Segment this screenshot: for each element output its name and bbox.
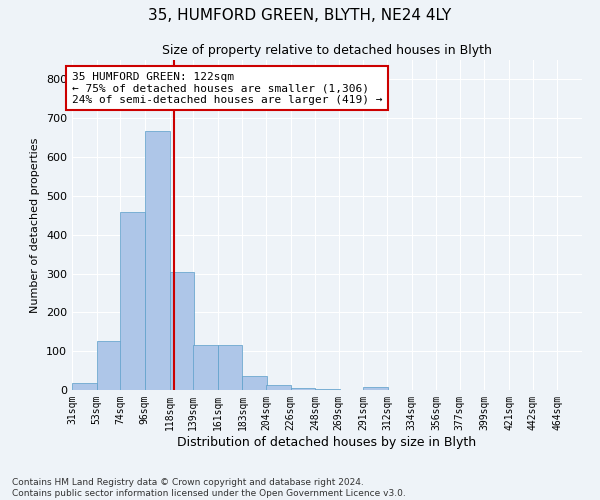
X-axis label: Distribution of detached houses by size in Blyth: Distribution of detached houses by size … (178, 436, 476, 448)
Bar (266, 385, 290, 390)
Bar (242, 376, 267, 390)
Bar (290, 388, 315, 390)
Text: Contains HM Land Registry data © Crown copyright and database right 2024.
Contai: Contains HM Land Registry data © Crown c… (12, 478, 406, 498)
Y-axis label: Number of detached properties: Number of detached properties (31, 138, 40, 312)
Bar (315, 389, 340, 390)
Text: 35 HUMFORD GREEN: 122sqm
← 75% of detached houses are smaller (1,306)
24% of sem: 35 HUMFORD GREEN: 122sqm ← 75% of detach… (72, 72, 383, 105)
Bar (364, 386, 388, 390)
Bar (120, 212, 145, 390)
Bar (97, 342, 121, 390)
Text: 35, HUMFORD GREEN, BLYTH, NE24 4LY: 35, HUMFORD GREEN, BLYTH, NE24 4LY (148, 8, 452, 22)
Title: Size of property relative to detached houses in Blyth: Size of property relative to detached ho… (162, 44, 492, 58)
Bar (72, 384, 97, 390)
Bar (170, 272, 194, 390)
Bar (193, 345, 218, 390)
Bar (218, 344, 242, 390)
Bar (145, 130, 170, 390)
